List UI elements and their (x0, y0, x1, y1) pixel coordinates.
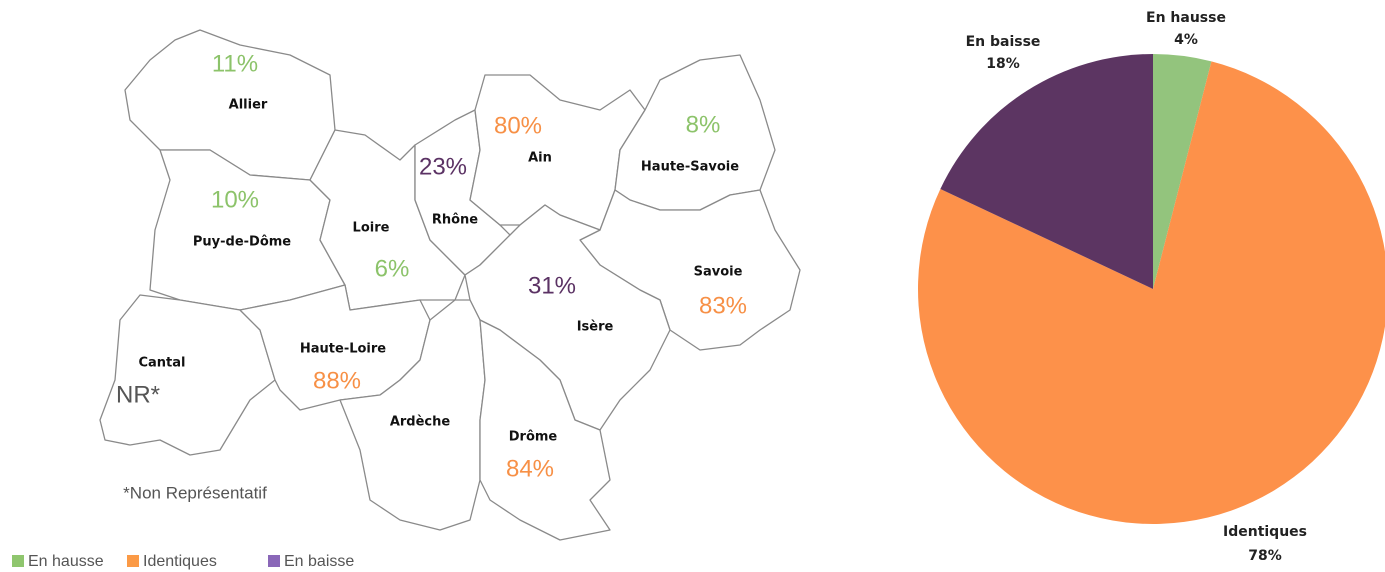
slice-category: En baisse (966, 34, 1041, 50)
department-name: Ardèche (390, 415, 451, 430)
legend-swatch (127, 555, 139, 567)
department-value: 8% (686, 111, 721, 138)
department-value: 11% (212, 50, 258, 77)
pie-slice (940, 54, 1153, 289)
legend-swatch (12, 555, 24, 567)
department-shape (414, 109, 511, 276)
department-name: Haute-Savoie (641, 160, 739, 175)
pie-slice (918, 61, 1385, 524)
slice-value: 18% (986, 56, 1020, 72)
slice-category: En hausse (1146, 10, 1226, 26)
legend-swatch (268, 555, 280, 567)
department-value: 23% (419, 153, 467, 180)
legend-label: Identiques (143, 553, 217, 570)
department-name: Ain (528, 151, 552, 166)
department-name: Allier (229, 98, 268, 113)
slice-value: 78% (1248, 548, 1282, 564)
department-value: NR* (116, 381, 160, 408)
slice-category: Identiques (1223, 524, 1307, 540)
map-note: *Non Représentatif (123, 483, 267, 502)
legend-label: En baisse (284, 553, 354, 570)
department-shape (479, 319, 611, 541)
pie-slice (1153, 54, 1212, 289)
department-value: 6% (375, 255, 410, 282)
department-name: Rhône (432, 213, 478, 228)
map (99, 29, 801, 541)
department-name: Cantal (138, 356, 185, 371)
department-name: Haute-Loire (300, 342, 386, 357)
department-value: 83% (699, 292, 747, 319)
department-value: 88% (313, 367, 361, 394)
department-name: Loire (353, 221, 390, 236)
department-value: 80% (494, 112, 542, 139)
department-name: Puy-de-Dôme (193, 235, 291, 250)
department-name: Savoie (694, 265, 743, 280)
department-value: 10% (211, 186, 259, 213)
department-value: 31% (528, 272, 576, 299)
department-name: Isère (577, 320, 614, 335)
department-value: 84% (506, 455, 554, 482)
legend-label: En hausse (28, 553, 104, 570)
department-name: Drôme (509, 430, 558, 445)
slice-value: 4% (1174, 32, 1198, 48)
